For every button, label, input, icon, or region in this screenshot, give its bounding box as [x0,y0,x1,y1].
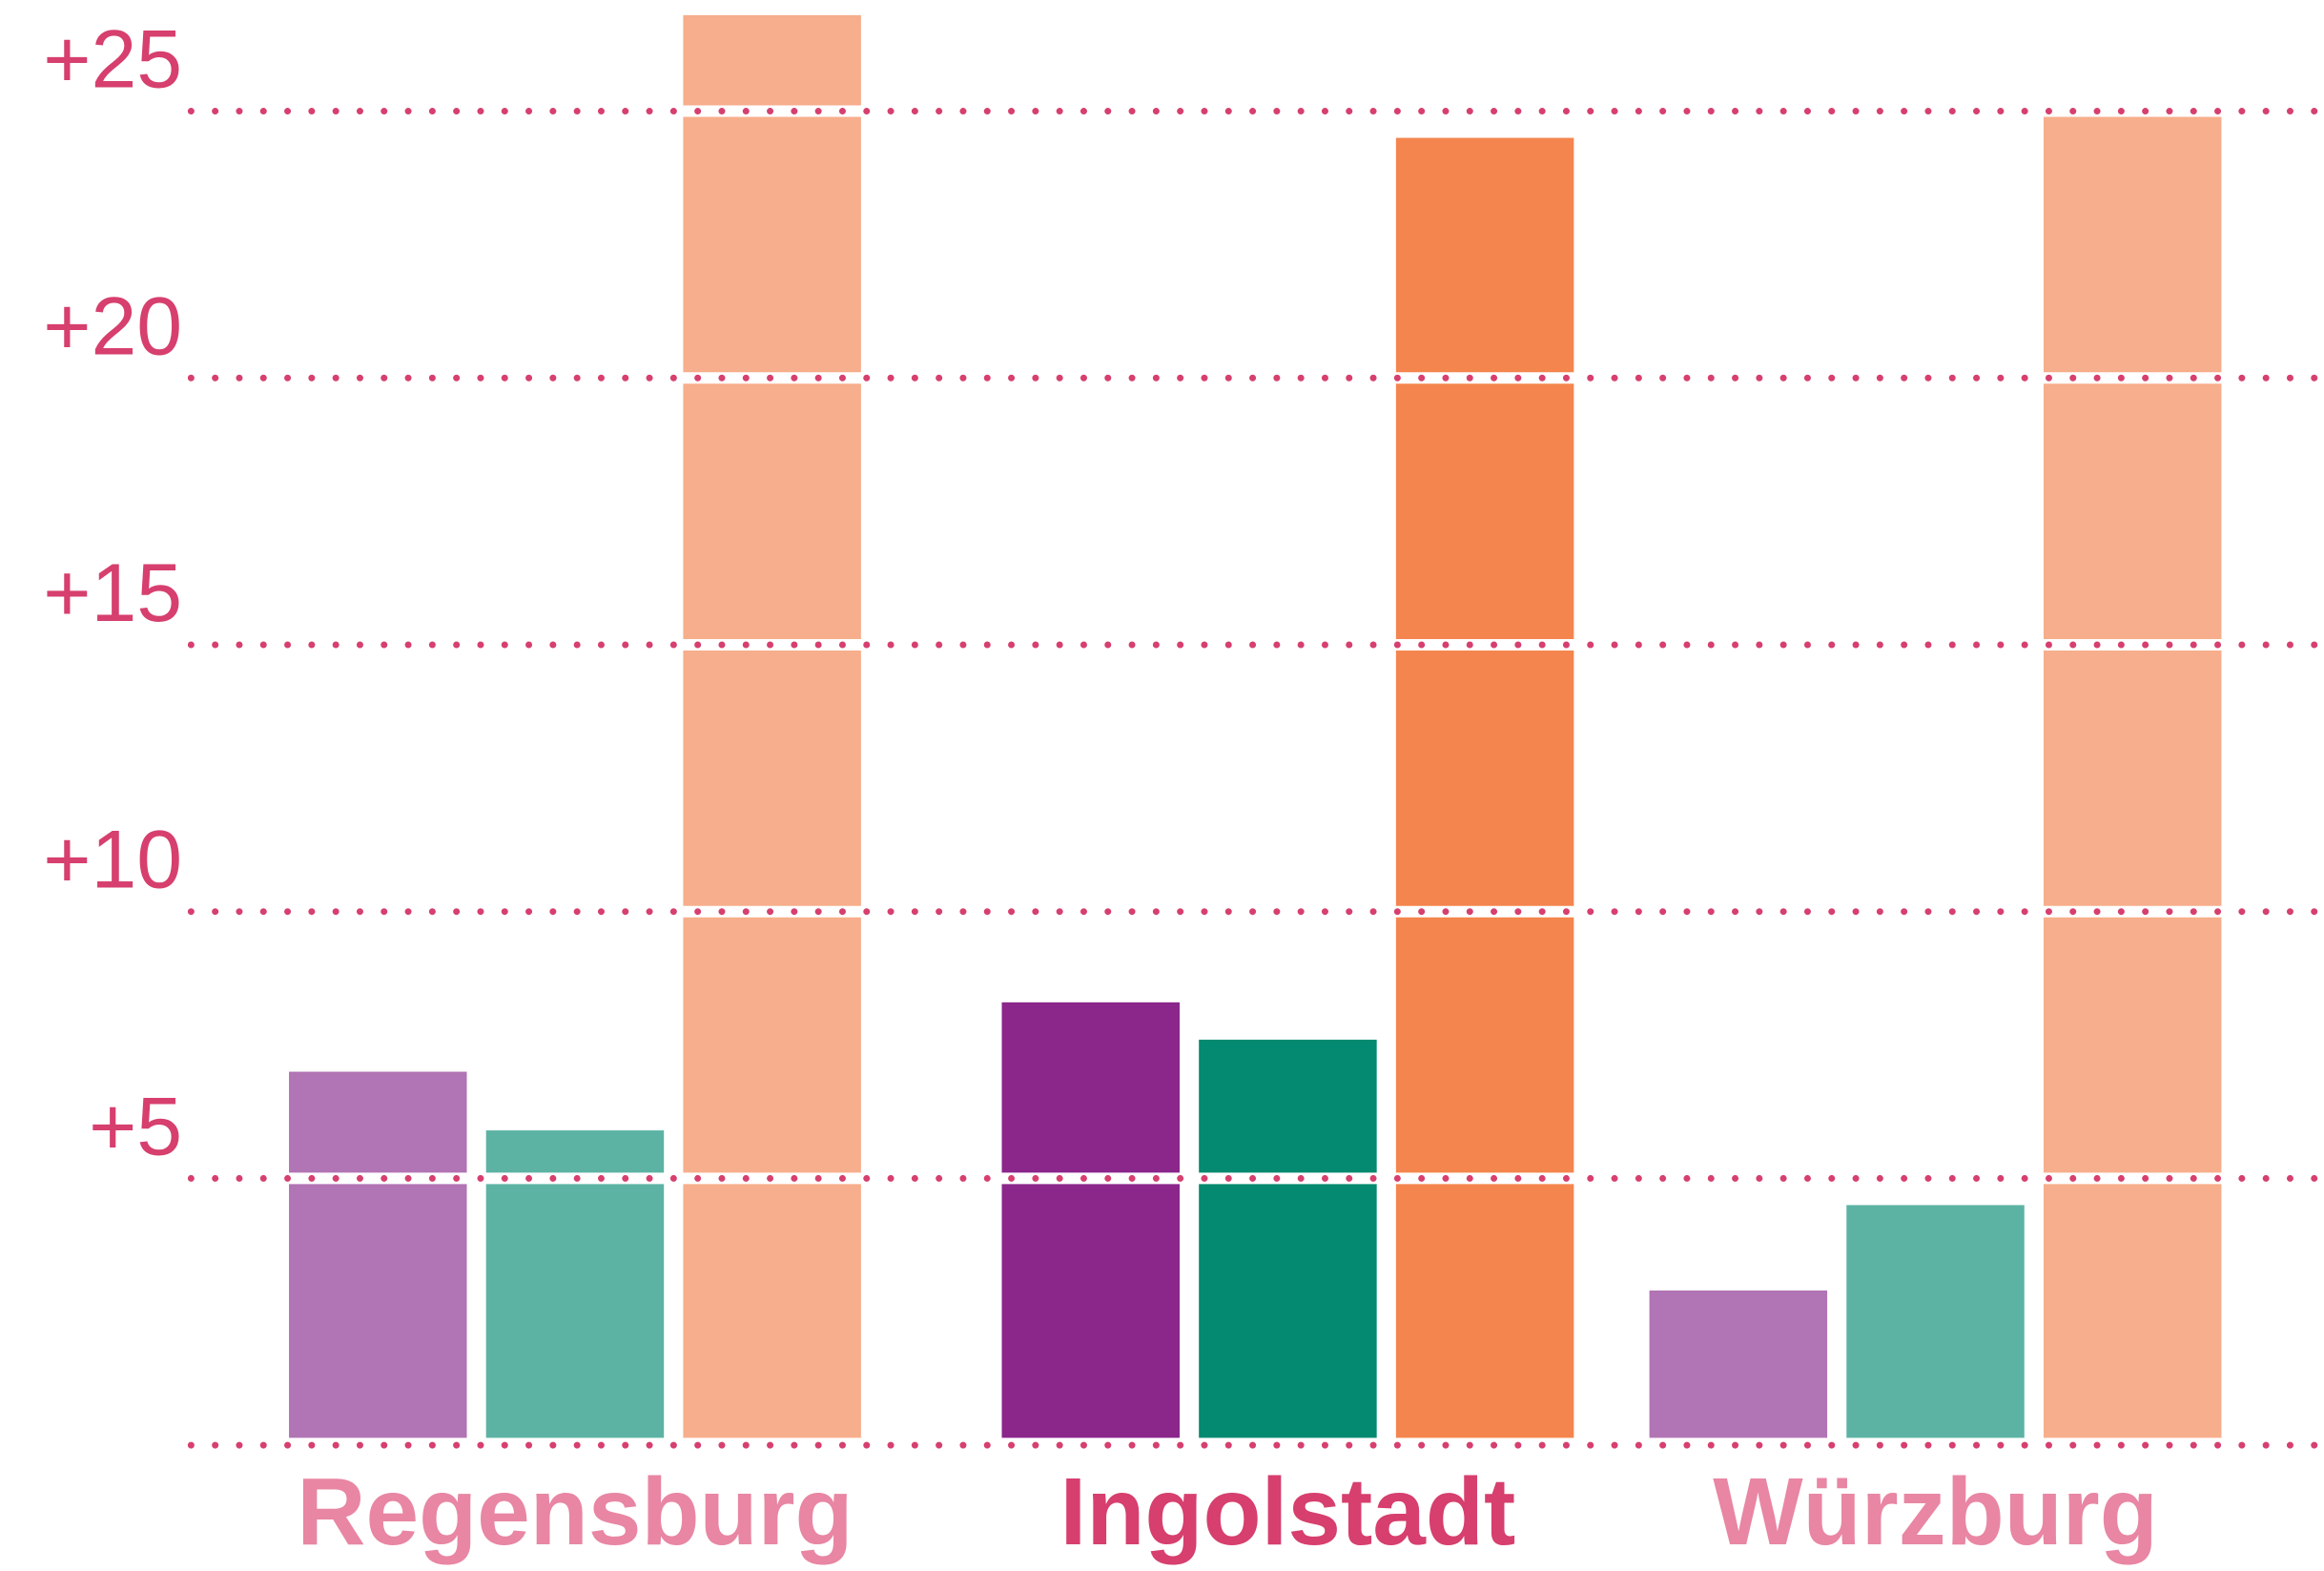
bar [1001,1002,1180,1438]
bar [683,14,861,1438]
x-tick-label: Würzburg [1713,1458,2158,1565]
y-tick-label: +20 [43,280,182,372]
bar [2043,116,2222,1438]
x-tick-label: Ingolstadt [1060,1458,1516,1565]
bar [1846,1205,2025,1438]
bar [1395,137,1574,1438]
bar [289,1071,467,1438]
bar [1649,1290,1828,1438]
y-tick-label: +15 [43,548,182,639]
y-tick-label: +10 [43,815,182,906]
bar [1199,1039,1377,1438]
y-tick-label: +5 [89,1081,182,1172]
x-tick-label: Regensburg [297,1458,853,1565]
y-tick-label: +25 [43,14,182,106]
